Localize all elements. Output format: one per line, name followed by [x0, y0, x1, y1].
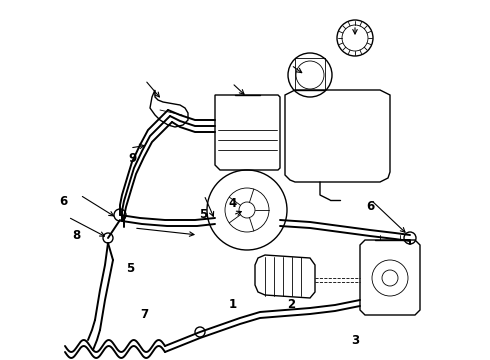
Text: 6: 6: [366, 201, 374, 213]
Text: 5: 5: [126, 262, 134, 275]
Text: 8: 8: [72, 229, 80, 242]
Text: 6: 6: [60, 195, 68, 208]
Text: 5: 5: [199, 208, 207, 221]
Text: 7: 7: [141, 309, 148, 321]
Text: 3: 3: [351, 334, 359, 347]
Text: 2: 2: [288, 298, 295, 311]
Text: 1: 1: [229, 298, 237, 311]
Text: 4: 4: [229, 197, 237, 210]
Text: 9: 9: [128, 152, 136, 165]
